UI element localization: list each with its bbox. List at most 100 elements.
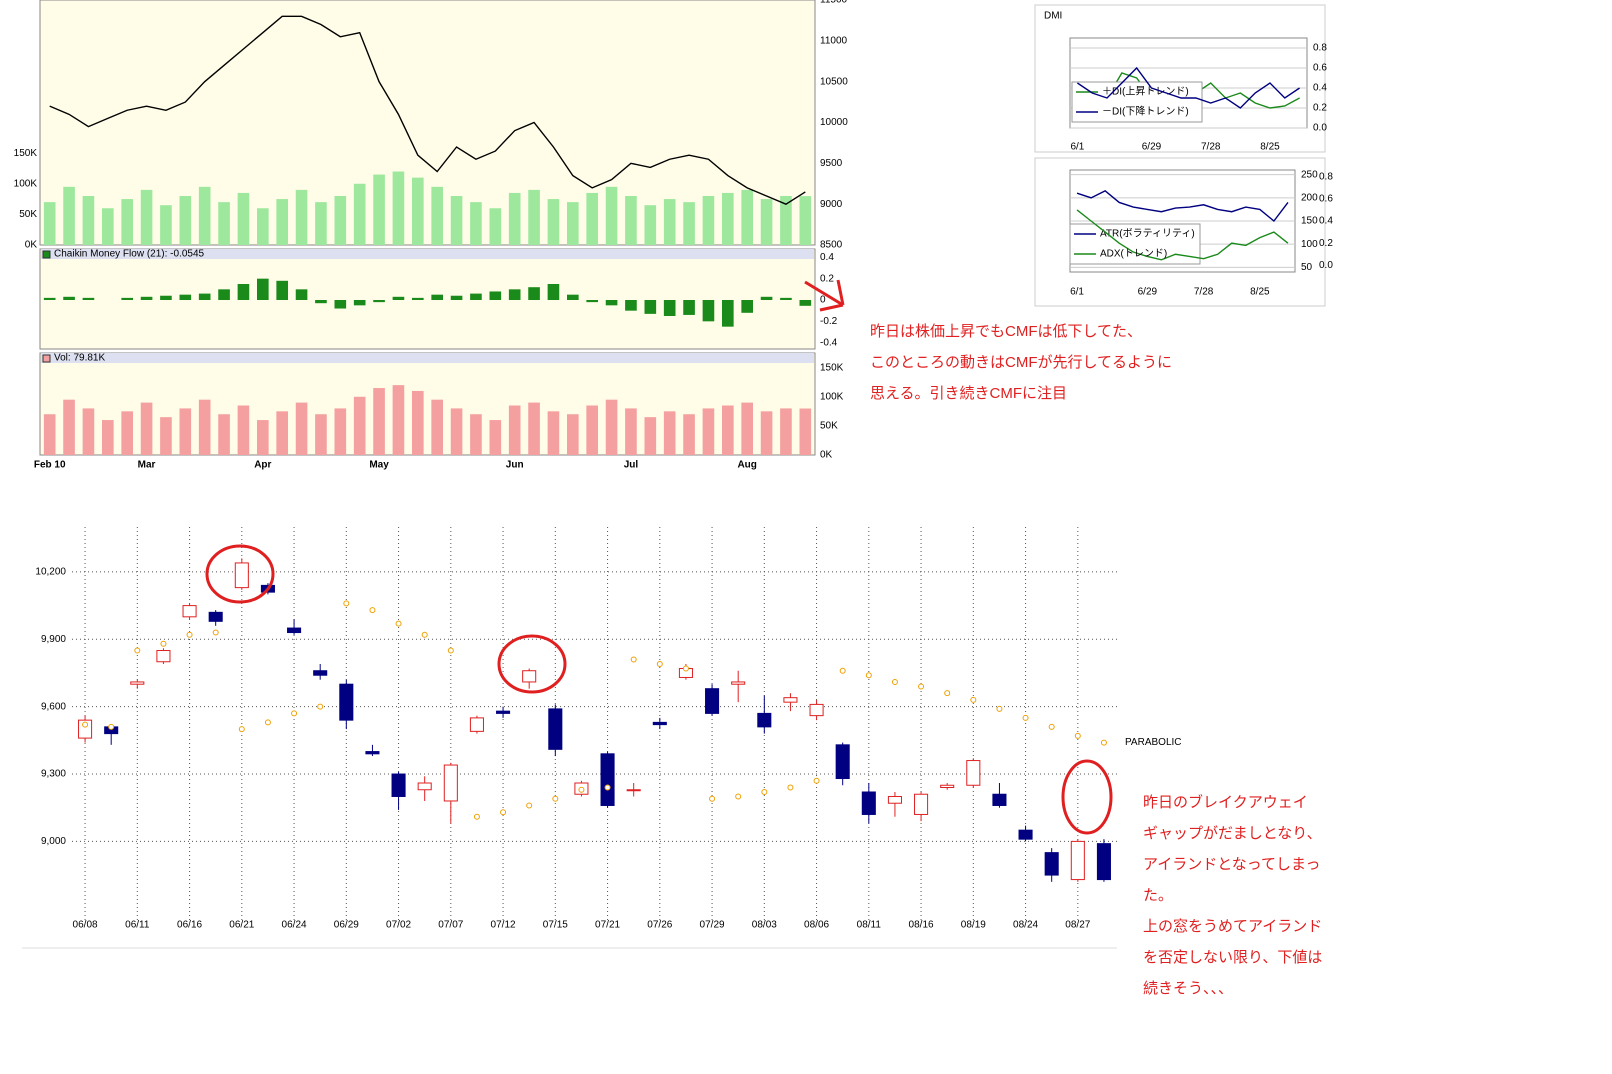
candle-body (626, 789, 641, 792)
parabolic-dot (682, 665, 689, 672)
price-panel (39, 0, 816, 246)
volume-bar (663, 199, 676, 245)
candle-body (208, 611, 223, 622)
y-tick-label: 50 (1301, 262, 1313, 273)
bar (198, 399, 211, 455)
parabolic-dot (1074, 732, 1081, 739)
x-tick-label: 06/08 (73, 920, 98, 931)
x-tick-label: Jul (624, 460, 639, 471)
bar (702, 300, 715, 322)
highlight-circle (1061, 759, 1113, 835)
volume-bar (102, 208, 114, 245)
bar (102, 420, 114, 455)
bar (567, 294, 579, 300)
series-line (1076, 190, 1289, 223)
candle-body (783, 697, 798, 703)
bar (625, 300, 637, 311)
bar (470, 293, 482, 300)
parabolic-dot (447, 647, 454, 654)
annotation: このところの動きはCMFが先行してるように (870, 354, 1172, 371)
parabolic-dot (709, 795, 716, 802)
candle-body (757, 712, 772, 728)
candle-body (182, 605, 197, 618)
series-line (1077, 66, 1300, 109)
volume-bar (276, 199, 288, 245)
y-tick-label: 100K (820, 391, 844, 402)
volume-bar (547, 199, 560, 245)
y-tick-label: 150K (14, 148, 38, 159)
parabolic-dot (552, 795, 559, 802)
x-tick-label: 08/11 (857, 920, 882, 931)
x-tick-label: Mar (138, 460, 156, 471)
y-tick-label: 10,200 (35, 567, 66, 578)
parabolic-dot (839, 667, 846, 674)
candle-body (835, 744, 850, 780)
y-tick-label: 9500 (820, 158, 843, 169)
x-tick-label: 07/21 (595, 920, 620, 931)
volume-bar (353, 183, 366, 245)
bar (276, 280, 288, 300)
volume-bar (702, 196, 715, 245)
volume-bar (257, 208, 269, 245)
parabolic-dot (996, 705, 1003, 712)
bar (43, 414, 56, 455)
candle-body (522, 670, 537, 683)
bar (63, 296, 75, 300)
bar (295, 402, 308, 455)
bar (741, 402, 753, 455)
x-tick-label: 07/02 (386, 920, 411, 931)
parabolic-dot (918, 683, 925, 690)
parabolic-dot (291, 710, 298, 717)
bar (334, 408, 347, 455)
bar (431, 399, 443, 455)
parabolic-dot (787, 784, 794, 791)
bar (315, 300, 327, 304)
y-tick-label: 0.4 (1313, 83, 1327, 94)
parabolic-dot (82, 721, 89, 728)
volume-bar (43, 202, 56, 245)
candle-body (339, 683, 354, 721)
y-tick-label: 0.2 (820, 273, 834, 284)
parabolic-dot (735, 793, 742, 800)
panel-title: Chaikin Money Flow (21): -0.0545 (54, 249, 205, 260)
volume-bar (508, 192, 521, 245)
y-tick-label: 11500 (820, 0, 848, 6)
bar (179, 294, 192, 300)
arrow (804, 279, 845, 312)
highlight-circle (205, 544, 275, 604)
annotation: アイランドとなってしまっ (1143, 856, 1320, 873)
y-tick-label: 150K (820, 362, 844, 373)
x-tick-label: 06/16 (177, 920, 202, 931)
parabolic-dot (656, 660, 663, 667)
bar (392, 385, 405, 455)
volume-bar (799, 196, 812, 245)
annotation: 続きそう、、、 (1143, 980, 1233, 997)
y-tick-label: 0.2 (1313, 103, 1327, 114)
parabolic-dot (317, 703, 324, 710)
volume-bar (470, 202, 482, 245)
x-tick-label: 07/26 (647, 920, 672, 931)
bar (470, 414, 482, 455)
y-tick-label: 9000 (820, 199, 843, 210)
bar (702, 408, 715, 455)
volume-bar (780, 196, 792, 245)
candle-body (443, 764, 458, 802)
bar (547, 284, 560, 300)
parabolic-dot (1022, 714, 1029, 721)
x-tick-label: Jun (506, 460, 524, 471)
x-tick-label: 07/29 (700, 920, 725, 931)
x-tick-label: 7/28 (1201, 142, 1221, 153)
bar (63, 399, 75, 455)
volume-bar (198, 186, 211, 245)
x-tick-label: 06/21 (229, 920, 254, 931)
x-tick-label: 08/06 (804, 920, 829, 931)
x-tick-label: 08/27 (1065, 920, 1090, 931)
y-tick-label: 0K (25, 240, 38, 251)
bar (586, 405, 598, 455)
volume-bar (489, 208, 502, 245)
volume-bar (63, 186, 75, 245)
volume-bar (373, 174, 385, 245)
bar (722, 300, 734, 327)
volume-panel (39, 352, 816, 456)
